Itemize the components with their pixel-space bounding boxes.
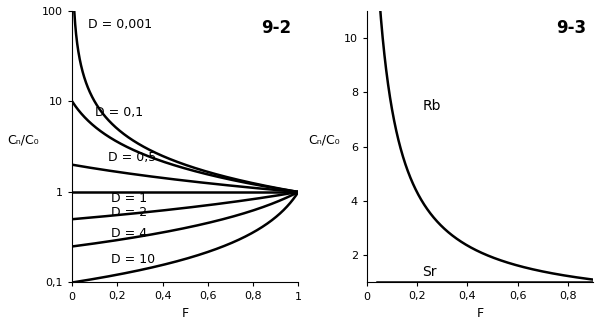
Text: D = 2: D = 2 xyxy=(110,206,147,218)
Text: D = 0,001: D = 0,001 xyxy=(88,18,152,31)
Text: 9-3: 9-3 xyxy=(556,19,586,37)
Text: 9-2: 9-2 xyxy=(262,19,292,37)
X-axis label: F: F xyxy=(476,307,484,320)
Text: D = 4: D = 4 xyxy=(110,227,147,240)
Y-axis label: Cₙ/C₀: Cₙ/C₀ xyxy=(309,134,340,147)
Text: Rb: Rb xyxy=(422,99,441,113)
Text: D = 0,5: D = 0,5 xyxy=(109,151,157,164)
Y-axis label: Cₙ/C₀: Cₙ/C₀ xyxy=(7,134,38,147)
Text: D = 1: D = 1 xyxy=(110,192,147,205)
Text: D = 0,1: D = 0,1 xyxy=(95,106,143,119)
X-axis label: F: F xyxy=(182,307,189,320)
Text: D = 10: D = 10 xyxy=(110,253,155,266)
Text: Sr: Sr xyxy=(422,265,437,279)
